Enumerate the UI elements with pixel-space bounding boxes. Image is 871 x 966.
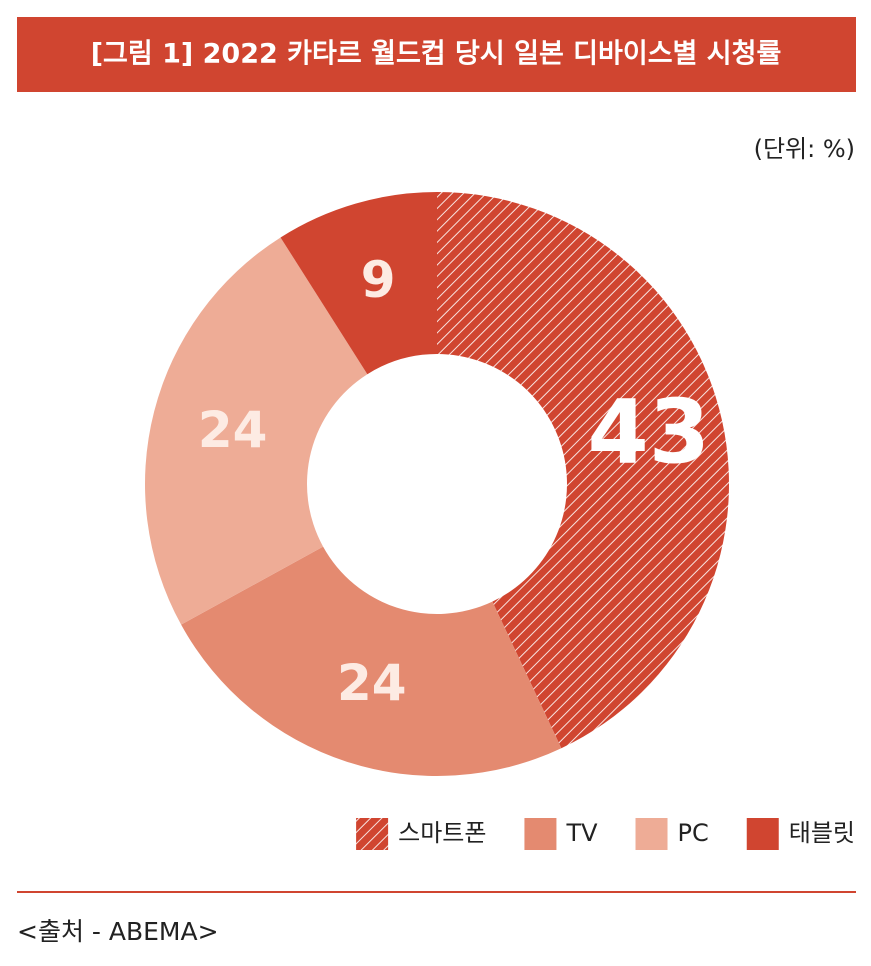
legend-label: PC	[678, 819, 709, 847]
legend-label: 태블릿	[789, 819, 855, 847]
legend-swatch	[524, 818, 557, 850]
source: <출처 - ABEMA>	[17, 917, 219, 946]
legend-swatch	[356, 818, 389, 850]
donut-slice	[181, 546, 562, 776]
donut-slice	[437, 192, 729, 749]
legend-swatch	[635, 818, 668, 850]
value-label: 24	[198, 401, 268, 459]
value-label: 43	[588, 381, 710, 484]
legend-label: 스마트폰	[398, 819, 486, 847]
title-bar	[17, 17, 856, 92]
chart-title: [그림 1] 2022 카타르 월드컵 당시 일본 디바이스별 시청률	[91, 39, 782, 70]
unit-label: (단위: %)	[754, 135, 855, 163]
value-label: 24	[337, 654, 407, 712]
donut-slice	[280, 192, 437, 375]
legend-label: TV	[565, 819, 598, 847]
value-label: 9	[361, 251, 396, 309]
legend-swatch	[746, 818, 779, 850]
donut-slice	[144, 237, 368, 625]
